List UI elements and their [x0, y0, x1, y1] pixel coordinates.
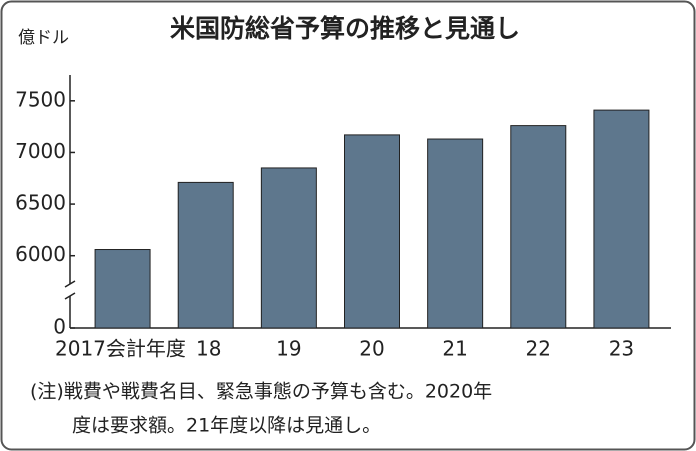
y-tick-label: 7000	[15, 139, 66, 163]
bar	[260, 167, 317, 329]
axis-break	[64, 280, 76, 288]
x-tick-label: 2017	[55, 337, 106, 361]
y-tick-label: 0	[53, 315, 66, 339]
y-tick-label: 6000	[15, 242, 66, 266]
x-axis-label: 会計年度	[106, 337, 186, 361]
chart-title: 米国防総省予算の推移と見通し	[170, 14, 520, 43]
y-tick-label: 6500	[15, 191, 66, 215]
axis-break	[64, 292, 76, 300]
bar	[344, 134, 400, 329]
x-tick-label: 21	[442, 337, 467, 361]
note-line: (注)戦費や戦費名目、緊急事態の予算も含む。2020年	[30, 381, 492, 403]
x-tick-label: 22	[526, 337, 551, 361]
bar	[94, 249, 151, 329]
y-tick-label: 7500	[15, 87, 66, 111]
x-tick-label: 23	[609, 337, 634, 361]
x-tick-label: 18	[196, 337, 221, 361]
y-axis-unit: 億ドル	[18, 28, 69, 48]
note-line: 度は要求額。21年度以降は見通し。	[72, 415, 381, 437]
bar	[510, 125, 567, 329]
x-tick-label: 20	[359, 337, 384, 361]
bar	[593, 109, 650, 329]
x-tick-label: 19	[276, 337, 301, 361]
bar	[177, 181, 234, 329]
bar	[427, 138, 484, 329]
